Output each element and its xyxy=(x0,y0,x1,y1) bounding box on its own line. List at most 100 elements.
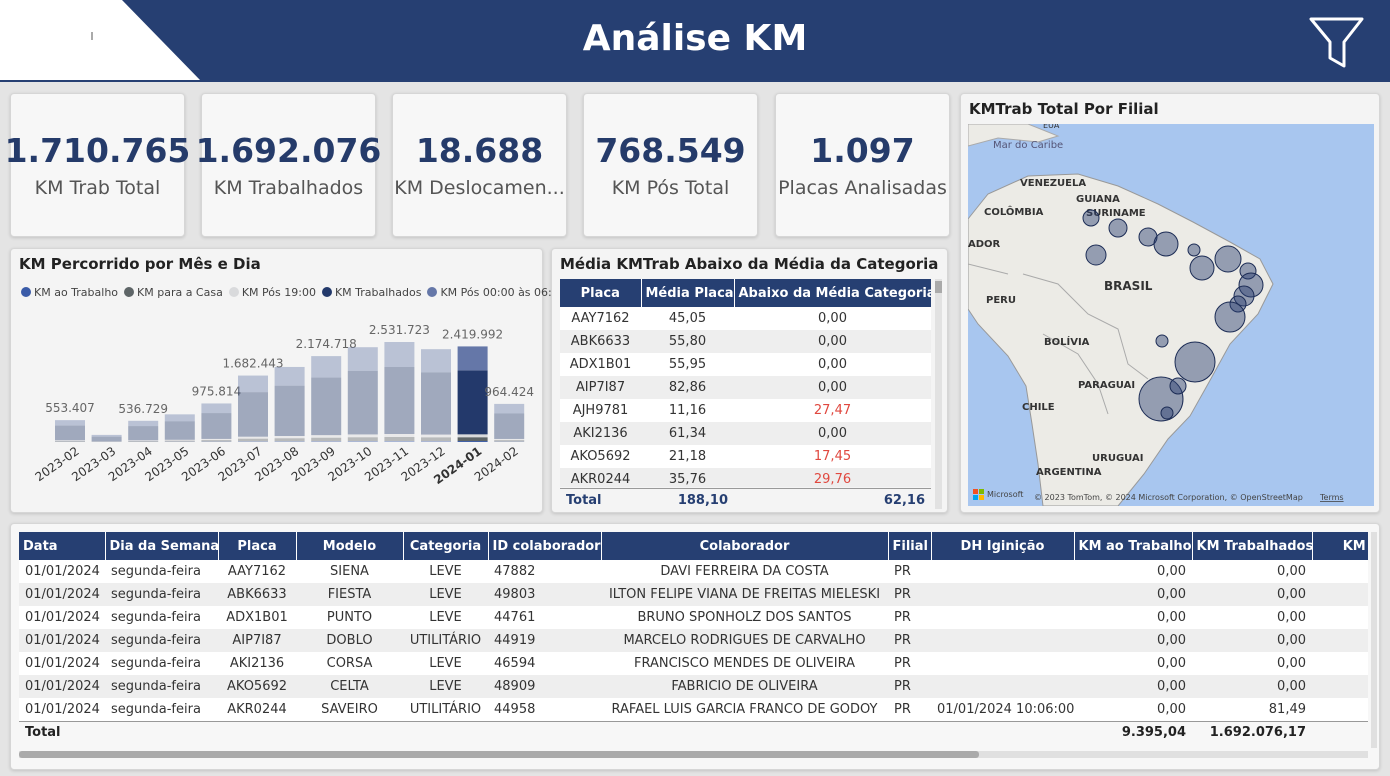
bar-segment xyxy=(55,425,85,441)
legend-item: KM Pós 00:00 às 06:30 xyxy=(427,286,566,299)
table-cell: AKR0244 xyxy=(218,698,296,721)
total-label: 964.424 xyxy=(484,385,534,399)
column-header: Data xyxy=(19,532,106,560)
bar-segment xyxy=(311,441,342,442)
borders xyxy=(968,263,1149,415)
scrollbar[interactable] xyxy=(935,279,942,509)
table-cell: ILTON FELIPE VIANA DE FREITAS MIELESKI xyxy=(601,583,888,606)
table-cell: 0,00 xyxy=(734,330,931,353)
map-label: ARGENTINA xyxy=(1036,467,1102,478)
kpi-card: 1.710.765 KM Trab Total xyxy=(5,93,190,237)
table-cell: MARCELO RODRIGUES DE CARVALHO xyxy=(601,629,888,652)
bar-segment xyxy=(238,392,268,437)
bar-segment xyxy=(238,438,268,442)
bar-segment xyxy=(457,434,488,438)
map-title: KMTrab Total Por Filial xyxy=(969,100,1159,118)
bar-segment xyxy=(274,441,305,442)
bar-segment xyxy=(201,413,232,439)
land xyxy=(968,124,1060,147)
table-cell: RAFAEL LUIS GARCIA FRANCO DE GODOY xyxy=(601,698,888,721)
table-cell: AIP7I87 xyxy=(560,376,641,399)
chart: 553.4072023-022023-03536.7292023-042023-… xyxy=(33,323,534,487)
map-label: PERU xyxy=(986,295,1016,306)
map-label: VENEZUELA xyxy=(1020,178,1086,189)
bar-segment xyxy=(91,434,122,437)
table-cell: 44761 xyxy=(488,606,601,629)
table-cell: 0,00 xyxy=(1074,583,1192,606)
column-header: DH Iginição xyxy=(931,532,1075,560)
map-label: PARAGUAI xyxy=(1078,380,1135,391)
table-row: 01/01/2024 segunda-feira ABK6633 FIESTA LEVE… xyxy=(19,583,1368,606)
table-cell: AKR0244 xyxy=(560,468,641,487)
map-label: COLÔMBIA xyxy=(984,205,1044,218)
table-row: 01/01/2024 segunda-feira AAY7162 SIENA LEVE 4… xyxy=(19,560,1368,583)
table-row: AKR0244 35,76 29,76 xyxy=(560,468,931,487)
kpi-value: 18.688 xyxy=(415,131,544,170)
table-cell: AAY7162 xyxy=(218,560,296,583)
legend-item: KM Trabalhados xyxy=(321,286,422,299)
kpi-label: Placas Analisadas xyxy=(778,177,947,199)
legend-label: KM Trabalhados xyxy=(334,286,422,299)
branch-bubble xyxy=(1153,231,1179,257)
branch-bubble xyxy=(1138,227,1158,247)
table-cell xyxy=(931,652,1074,675)
branch-bubble xyxy=(1169,377,1187,395)
kpi-label: KM Deslocamen... xyxy=(394,177,565,199)
chart-title: KM Percorrido por Mês e Dia xyxy=(19,255,261,273)
table-cell: 29,76 xyxy=(734,468,931,487)
bar-segment xyxy=(494,403,525,414)
table-cell: CORSA xyxy=(296,652,403,675)
bar-segment xyxy=(128,426,159,441)
branch-bubble xyxy=(1160,406,1174,420)
branch-bubble xyxy=(1189,255,1215,281)
table-cell: 0,00 xyxy=(734,376,931,399)
branch-bubble xyxy=(1108,218,1128,238)
h-scrollbar[interactable] xyxy=(19,751,1368,758)
bar-segment xyxy=(311,356,342,378)
table-cell: PUNTO xyxy=(296,606,403,629)
bar-segment xyxy=(164,439,195,441)
map-label: BOLÍVIA xyxy=(1044,335,1090,348)
table-cell: 11,16 xyxy=(641,399,734,422)
table-cell: 0,00 xyxy=(1074,698,1192,721)
filter-icon[interactable] xyxy=(1309,17,1364,68)
table-title: Média KMTrab Abaixo da Média da Categori… xyxy=(560,255,939,273)
column-header: ID colaborador xyxy=(488,532,602,560)
map-terms[interactable]: Terms xyxy=(1319,493,1344,502)
legend-swatch xyxy=(228,287,239,297)
kpi-value: 1.692.076 xyxy=(195,131,382,170)
bar-segment xyxy=(384,433,415,437)
column-header: Colaborador xyxy=(601,532,889,560)
table-cell: 0,00 xyxy=(734,422,931,445)
table-row: AKI2136 61,34 0,00 xyxy=(560,422,931,445)
bar-segment xyxy=(494,438,525,441)
legend-swatch xyxy=(21,287,31,297)
bar-segment xyxy=(128,440,159,442)
scroll-thumb[interactable] xyxy=(19,751,979,758)
bar-segment xyxy=(384,366,415,434)
v-scrollbar[interactable] xyxy=(1371,532,1377,748)
map-brand: Microsoft xyxy=(987,490,1023,499)
table-cell: AKO5692 xyxy=(218,675,296,698)
map-label: Mar do Caribe xyxy=(993,140,1063,151)
branch-bubble xyxy=(1238,272,1264,298)
table-cell: 0,00 xyxy=(1192,652,1312,675)
bar-segment xyxy=(421,441,451,442)
bar-segment xyxy=(421,372,451,435)
brand-logo xyxy=(979,495,984,500)
table-cell: LEVE xyxy=(403,560,488,583)
table-cell: SAVEIRO xyxy=(296,698,403,721)
bar-segment xyxy=(347,441,378,442)
table-cell: 35,76 xyxy=(641,468,734,487)
table-cell: 01/01/2024 10:06:00 xyxy=(931,698,1074,721)
brand-logo xyxy=(973,489,978,494)
table-cell: 49803 xyxy=(488,583,601,606)
logo-area xyxy=(0,0,200,80)
table-cell: 0,00 xyxy=(1074,629,1192,652)
column-header: Categoria xyxy=(403,532,489,560)
table-cell: 21,18 xyxy=(641,445,734,468)
total-label: Total xyxy=(19,720,1074,744)
scroll-thumb[interactable] xyxy=(935,281,942,293)
total-label: 975.814 xyxy=(192,384,242,398)
table-cell: 0 xyxy=(1312,629,1368,652)
